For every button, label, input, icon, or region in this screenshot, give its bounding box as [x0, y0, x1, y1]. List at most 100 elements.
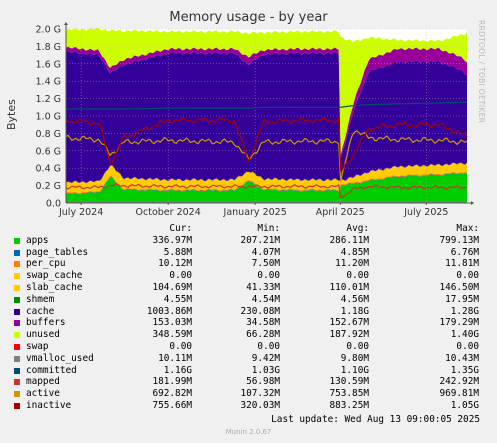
legend-name: cache	[26, 305, 55, 317]
legend-max: 1.40G	[450, 329, 479, 341]
legend-avg: 753.85M	[329, 388, 369, 400]
legend-max: 799.13M	[439, 234, 479, 246]
legend-max: 11.81M	[445, 258, 479, 270]
legend-name: buffers	[26, 317, 66, 329]
x-tick-label: April 2025	[316, 207, 365, 218]
legend-max: 1.35G	[450, 364, 479, 376]
area-slab-cache	[66, 162, 467, 193]
legend-row-page-tables: page_tables 5.88M 4.07M 4.85M 6.76M	[10, 247, 480, 259]
legend-row-buffers: buffers 153.03M 34.58M 152.67M 179.29M	[10, 317, 480, 329]
legend-header-max: Max:	[456, 223, 479, 234]
legend-swatch	[14, 261, 20, 268]
legend-cur: 4.55M	[163, 293, 192, 305]
legend-row-active: active 692.82M 107.32M 753.85M 969.81M	[10, 388, 480, 400]
legend-avg: 1.18G	[340, 305, 369, 317]
legend-swatch	[14, 402, 20, 409]
y-tick-label: 2.0 G	[36, 25, 62, 36]
legend-min: 0.00	[257, 340, 280, 352]
legend-cur: 104.69M	[152, 281, 192, 293]
legend-name: swap	[26, 340, 49, 352]
legend-row-swap-cache: swap_cache 0.00 0.00 0.00 0.00	[10, 270, 480, 282]
y-tick-label: 1.2 G	[36, 94, 62, 105]
legend-min: 56.98M	[246, 376, 280, 388]
y-tick-label: 0.0	[46, 199, 61, 210]
legend-swatch	[14, 284, 20, 291]
legend-avg: 286.11M	[329, 234, 369, 246]
legend-min: 4.07M	[251, 246, 280, 258]
legend-avg: 11.20M	[335, 258, 369, 270]
legend-max: 10.43M	[445, 352, 479, 364]
legend-min: 41.33M	[246, 281, 280, 293]
y-tick-label: 0.6 G	[36, 146, 62, 157]
legend-max: 6.76M	[450, 246, 479, 258]
y-tick-label: 1.6 G	[36, 59, 62, 70]
y-tick-label: 0.8 G	[36, 129, 62, 140]
legend-avg: 110.01M	[329, 281, 369, 293]
legend-swatch	[14, 296, 20, 303]
last-update: Last update: Wed Aug 13 09:00:05 2025	[271, 414, 480, 425]
legend-swatch	[14, 343, 20, 350]
legend-row-swap: swap 0.00 0.00 0.00 0.00	[10, 341, 480, 353]
legend-row-unused: unused 348.59M 66.28M 187.92M 1.40G	[10, 329, 480, 341]
legend-name: active	[26, 388, 60, 400]
legend-avg: 883.25M	[329, 399, 369, 411]
area-apps	[66, 172, 467, 203]
legend-avg: 0.00	[346, 340, 369, 352]
x-tick-label: October 2024	[136, 207, 201, 218]
legend-min: 107.32M	[240, 388, 280, 400]
legend-name: page_tables	[26, 246, 89, 258]
legend-swatch	[14, 379, 20, 386]
legend-swatch	[14, 273, 20, 280]
legend-table: Cur: Min: Avg: Max: apps 336.97M 207.21M 28…	[10, 223, 480, 412]
legend-max: 146.50M	[439, 281, 479, 293]
legend-name: slab_cache	[26, 281, 83, 293]
y-tick-label: 1.8 G	[36, 42, 62, 53]
munin-version: Munin 2.0.67	[225, 428, 272, 436]
legend-row-shmem: shmem 4.55M 4.54M 4.56M 17.95M	[10, 294, 480, 306]
legend-name: mapped	[26, 376, 60, 388]
legend-avg: 0.00	[346, 270, 369, 282]
legend-swatch	[14, 308, 20, 315]
y-tick-label: 1.0 G	[36, 112, 62, 123]
legend-min: 1.03G	[251, 364, 280, 376]
legend-cur: 692.82M	[152, 388, 192, 400]
legend-min: 0.00	[257, 270, 280, 282]
legend-name: shmem	[26, 293, 55, 305]
legend-cur: 755.66M	[152, 399, 192, 411]
legend-header-row: Cur: Min: Avg: Max:	[10, 223, 480, 235]
legend-header-cur: Cur:	[169, 223, 192, 234]
legend-cur: 0.00	[169, 340, 192, 352]
legend-cur: 336.97M	[152, 234, 192, 246]
legend-min: 4.54M	[251, 293, 280, 305]
legend-swatch	[14, 320, 20, 327]
line-mapped	[65, 183, 468, 199]
legend-swatch	[14, 249, 20, 256]
area-shmem	[66, 162, 467, 184]
area-unused	[66, 27, 467, 155]
x-axis-arrow	[471, 201, 474, 205]
legend-avg: 130.59M	[329, 376, 369, 388]
legend-name: committed	[26, 364, 77, 376]
line-active	[65, 130, 468, 183]
y-axis-arrow	[64, 22, 68, 25]
x-tick-label: July 2024	[58, 207, 103, 218]
legend-avg: 4.85M	[340, 246, 369, 258]
legend-max: 179.29M	[439, 317, 479, 329]
legend-avg: 187.92M	[329, 329, 369, 341]
legend-avg: 9.80M	[340, 352, 369, 364]
legend-row-mapped: mapped 181.99M 56.98M 130.59M 242.92M	[10, 376, 480, 388]
legend-name: inactive	[26, 399, 72, 411]
legend-cur: 1.16G	[163, 364, 192, 376]
legend-min: 66.28M	[246, 329, 280, 341]
legend-row-committed: committed 1.16G 1.03G 1.10G 1.35G	[10, 365, 480, 377]
legend-name: per_cpu	[26, 258, 66, 270]
legend-min: 320.03M	[240, 399, 280, 411]
legend-cur: 348.59M	[152, 329, 192, 341]
legend-max: 17.95M	[445, 293, 479, 305]
legend-header-avg: Avg:	[346, 223, 369, 234]
x-tick-label: January 2025	[223, 207, 287, 218]
legend-header-min: Min:	[257, 223, 280, 234]
legend-swatch	[14, 367, 20, 374]
line-committed	[66, 101, 467, 110]
legend-max: 242.92M	[439, 376, 479, 388]
